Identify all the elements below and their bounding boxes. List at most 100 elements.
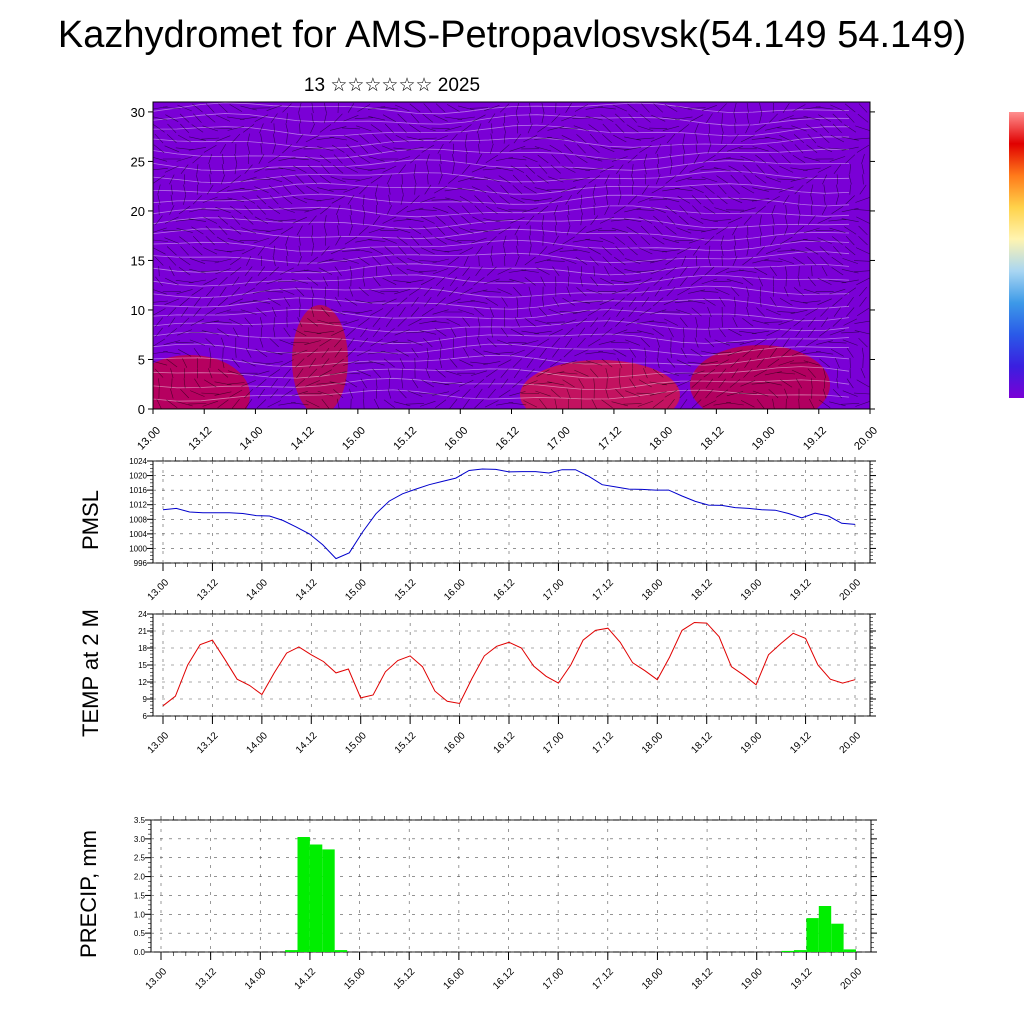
wind-barb bbox=[550, 389, 561, 399]
wind-barb bbox=[694, 123, 699, 134]
wind-barb bbox=[235, 347, 237, 358]
wind-barb bbox=[449, 399, 458, 409]
wind-barb bbox=[803, 115, 821, 121]
wind-barb bbox=[303, 269, 322, 273]
wind-barb bbox=[540, 276, 546, 287]
wind-barb bbox=[461, 205, 471, 215]
wind-barb bbox=[195, 174, 199, 185]
wind-barb bbox=[308, 368, 318, 378]
wind-barb bbox=[759, 225, 762, 236]
wind-barb bbox=[267, 297, 281, 306]
wind-barb bbox=[321, 358, 330, 368]
wind-barb bbox=[153, 156, 168, 162]
wind-barb bbox=[358, 287, 369, 297]
wind-barb bbox=[844, 124, 857, 133]
wind-barb bbox=[153, 308, 166, 316]
wind-barb bbox=[333, 164, 344, 174]
wind-barb bbox=[502, 235, 507, 246]
wind-barb bbox=[265, 168, 284, 171]
wind-barb bbox=[640, 225, 651, 236]
wind-barb bbox=[370, 308, 384, 316]
x-tick-label: 19.12 bbox=[789, 966, 815, 992]
x-tick-label: 14.12 bbox=[294, 730, 320, 756]
wind-barb bbox=[546, 260, 565, 262]
wind-barb bbox=[305, 155, 321, 163]
wind-barb bbox=[436, 225, 446, 236]
wind-barb bbox=[678, 215, 689, 225]
wind-barb bbox=[654, 286, 662, 297]
x-tick-label: 18.00 bbox=[640, 577, 666, 603]
wind-barb bbox=[803, 288, 820, 295]
wind-barb bbox=[641, 184, 649, 195]
wind-barb bbox=[214, 381, 232, 386]
wind-barb bbox=[218, 276, 228, 286]
wind-barb bbox=[329, 136, 347, 141]
wind-barb bbox=[290, 402, 309, 406]
wind-barb bbox=[293, 165, 307, 173]
wind-barb bbox=[485, 205, 498, 215]
wind-barb bbox=[324, 215, 327, 226]
wind-barb bbox=[705, 378, 714, 389]
y-axis-label: TEMP at 2 M bbox=[78, 609, 103, 737]
wind-barb bbox=[359, 184, 369, 195]
wind-barb bbox=[452, 347, 455, 358]
wind-barb bbox=[578, 378, 585, 389]
wind-barb bbox=[409, 124, 421, 133]
wind-barb bbox=[180, 246, 189, 256]
wind-barb bbox=[423, 338, 433, 348]
wind-barb bbox=[350, 204, 352, 216]
x-tick-label: 14.12 bbox=[294, 577, 320, 603]
wind-barb bbox=[790, 248, 808, 253]
wind-barb bbox=[286, 133, 288, 144]
wind-barb bbox=[746, 113, 749, 124]
x-tick-label: 13.12 bbox=[195, 730, 221, 756]
wind-barb bbox=[242, 287, 256, 296]
wind-barb bbox=[440, 347, 442, 358]
wind-barb bbox=[587, 338, 601, 347]
wind-barb bbox=[317, 390, 334, 397]
wind-barb bbox=[344, 165, 358, 173]
wind-barb bbox=[677, 287, 691, 296]
wind-barb bbox=[418, 137, 437, 140]
wind-barb bbox=[346, 154, 356, 164]
wind-barb bbox=[305, 380, 320, 387]
wind-barb bbox=[343, 258, 359, 264]
x-tick-label: 18.00 bbox=[640, 966, 666, 992]
wind-barb bbox=[629, 347, 637, 358]
y-tick-label: 2.5 bbox=[134, 854, 146, 863]
wind-barb bbox=[459, 195, 473, 204]
wind-barb bbox=[273, 327, 276, 338]
wind-barb bbox=[666, 215, 676, 225]
wind-barb bbox=[703, 369, 716, 378]
wind-barb bbox=[331, 144, 345, 153]
wind-barb bbox=[690, 348, 703, 357]
wind-barb bbox=[296, 225, 303, 236]
wind-barb bbox=[475, 246, 483, 256]
wind-barb bbox=[687, 229, 706, 232]
wind-barb bbox=[473, 307, 485, 317]
y-tick-label: 2.0 bbox=[134, 873, 146, 882]
wind-barb bbox=[363, 398, 365, 409]
wind-barb bbox=[716, 389, 729, 398]
x-tick-label: 17.00 bbox=[541, 966, 567, 992]
wind-barb bbox=[589, 256, 599, 266]
wind-barb bbox=[324, 225, 327, 236]
wind-barb bbox=[841, 403, 860, 405]
wind-barb bbox=[695, 133, 698, 144]
wind-barb bbox=[355, 238, 373, 243]
wind-barb bbox=[687, 107, 706, 109]
wind-barb bbox=[573, 177, 590, 182]
warm-core bbox=[153, 355, 250, 409]
wind-barb bbox=[372, 256, 382, 266]
wind-barb bbox=[347, 194, 355, 205]
wind-barb bbox=[604, 205, 610, 215]
wind-barb bbox=[752, 187, 769, 192]
wind-barb bbox=[243, 215, 254, 225]
wind-barb bbox=[473, 378, 485, 388]
wind-barb bbox=[653, 297, 664, 307]
wind-barb bbox=[857, 307, 869, 317]
wind-barb bbox=[497, 288, 512, 295]
wind-barb bbox=[817, 277, 832, 285]
wind-barb bbox=[278, 167, 296, 172]
wind-barb bbox=[669, 164, 673, 175]
